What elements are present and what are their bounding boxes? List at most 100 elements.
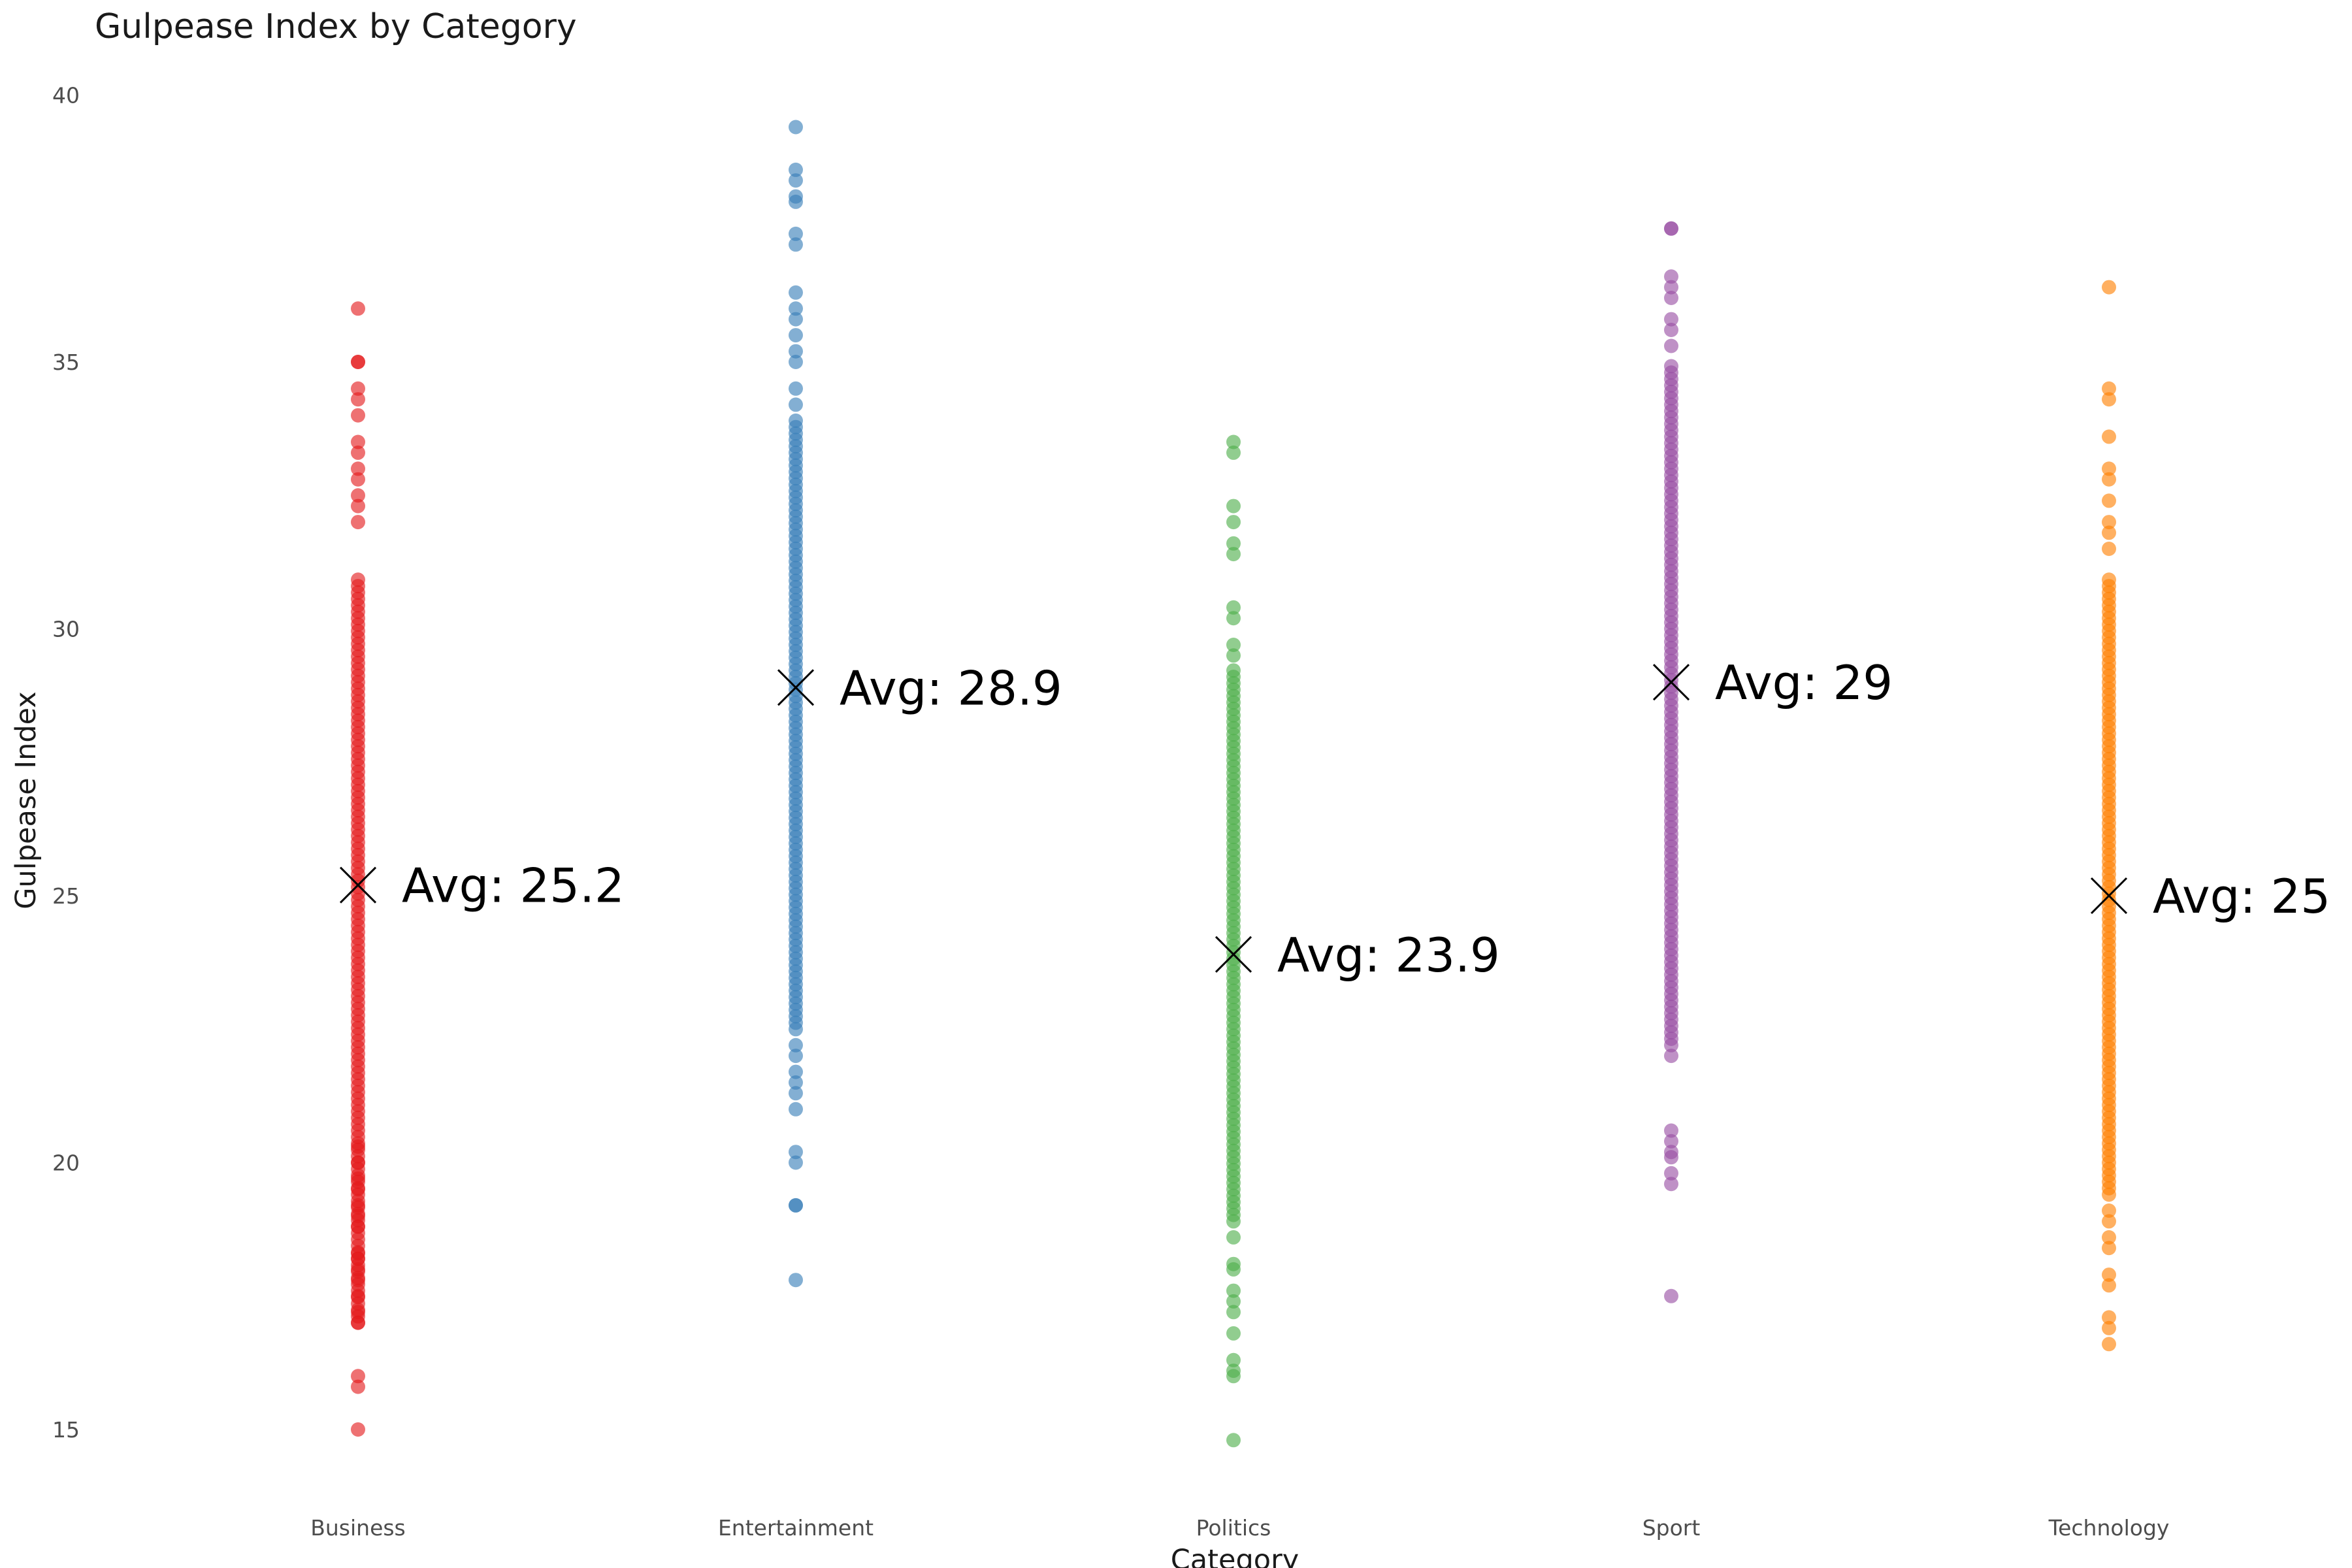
data-point — [1664, 221, 1678, 236]
data-point — [1664, 1288, 1678, 1303]
data-point — [351, 1369, 365, 1384]
data-point — [351, 472, 365, 487]
mean-label: Avg: 23.9 — [1277, 928, 1500, 983]
data-point — [1226, 1283, 1241, 1298]
data-point — [1664, 280, 1678, 295]
data-point — [2102, 525, 2116, 540]
y-tick-label: 20 — [52, 1151, 80, 1176]
data-point — [1226, 515, 1241, 530]
data-point — [351, 434, 365, 449]
data-point — [1664, 323, 1678, 337]
data-point — [351, 392, 365, 407]
data-point — [2102, 1267, 2116, 1282]
data-point — [1664, 1123, 1678, 1138]
mean-cross-line — [339, 866, 377, 904]
data-point — [789, 162, 803, 177]
data-point — [1226, 498, 1241, 514]
data-point — [1226, 536, 1241, 551]
data-point — [1664, 291, 1678, 305]
data-point — [1664, 312, 1678, 327]
data-point — [351, 1182, 365, 1197]
data-point — [1226, 1256, 1241, 1271]
mean-label: Avg: 28.9 — [840, 661, 1062, 715]
data-point — [2102, 1337, 2116, 1352]
mean-marker: Avg: 29 — [1652, 655, 1893, 710]
data-point — [1664, 1166, 1678, 1181]
series-technology — [2102, 280, 2116, 1352]
y-tick-label: 30 — [52, 617, 80, 642]
y-tick-label: 25 — [52, 883, 80, 909]
data-point — [2102, 1230, 2116, 1245]
series-entertainment — [789, 120, 803, 1288]
data-point — [789, 397, 803, 412]
data-point — [351, 1246, 365, 1261]
data-point — [789, 1037, 803, 1053]
data-point — [1226, 1364, 1241, 1379]
data-point — [789, 355, 803, 369]
data-point — [1226, 638, 1241, 652]
y-tick-label: 40 — [52, 83, 80, 108]
data-point — [789, 328, 803, 343]
data-point — [2102, 515, 2116, 530]
mean-marker: Avg: 28.9 — [777, 661, 1062, 715]
data-point — [1664, 1145, 1678, 1160]
data-point — [351, 408, 365, 423]
data-point — [351, 488, 365, 503]
data-point — [351, 515, 365, 530]
data-point — [789, 312, 803, 327]
data-point — [351, 1155, 365, 1170]
data-point — [351, 498, 365, 514]
data-points — [351, 120, 2116, 1448]
data-point — [2102, 1320, 2116, 1335]
x-tick-label: Entertainment — [718, 1515, 874, 1541]
data-point — [351, 461, 365, 476]
x-axis-ticks: Business Entertainment Politics Sport Techno… — [310, 1515, 2169, 1541]
mean-marker: Avg: 25.2 — [339, 858, 625, 913]
mean-cross-line — [2090, 877, 2128, 915]
y-tick-label: 35 — [52, 350, 80, 375]
data-point — [351, 1262, 365, 1277]
series-sport — [1664, 221, 1678, 1303]
data-point — [2102, 1203, 2116, 1218]
data-point — [1226, 1326, 1241, 1341]
data-point — [351, 1305, 365, 1320]
data-point — [351, 1139, 365, 1154]
data-point — [2102, 280, 2116, 295]
mean-label: Avg: 25.2 — [402, 858, 625, 913]
data-point — [789, 1198, 803, 1213]
data-point — [351, 1171, 365, 1186]
data-point — [1664, 269, 1678, 284]
x-axis-title: Category — [1171, 1544, 1299, 1568]
data-point — [351, 1379, 365, 1394]
x-tick-label: Sport — [1642, 1515, 1701, 1541]
data-point — [351, 572, 365, 587]
data-point — [351, 1288, 365, 1303]
x-tick-label: Politics — [1196, 1515, 1271, 1541]
series-politics — [1226, 434, 1241, 1448]
data-point — [351, 1198, 365, 1213]
data-point — [2102, 1278, 2116, 1293]
data-point — [789, 1102, 803, 1117]
data-point — [789, 1064, 803, 1079]
data-point — [1226, 663, 1241, 678]
mean-cross-line — [1215, 936, 1252, 973]
data-point — [351, 355, 365, 369]
data-point — [1226, 445, 1241, 460]
y-axis-ticks: 15 20 25 30 35 40 — [52, 83, 80, 1443]
data-point — [1226, 547, 1241, 562]
data-point — [2102, 542, 2116, 556]
data-point — [789, 237, 803, 252]
data-point — [1664, 1134, 1678, 1149]
data-point — [2102, 429, 2116, 444]
data-point — [1226, 1294, 1241, 1309]
mean-cross-line — [777, 669, 815, 706]
data-point — [1226, 1305, 1241, 1320]
data-point — [351, 445, 365, 460]
data-point — [1226, 648, 1241, 663]
data-point — [789, 1155, 803, 1170]
y-tick-label: 15 — [52, 1417, 80, 1443]
x-tick-label: Business — [310, 1515, 406, 1541]
data-point — [1664, 1177, 1678, 1192]
data-point — [2102, 461, 2116, 476]
